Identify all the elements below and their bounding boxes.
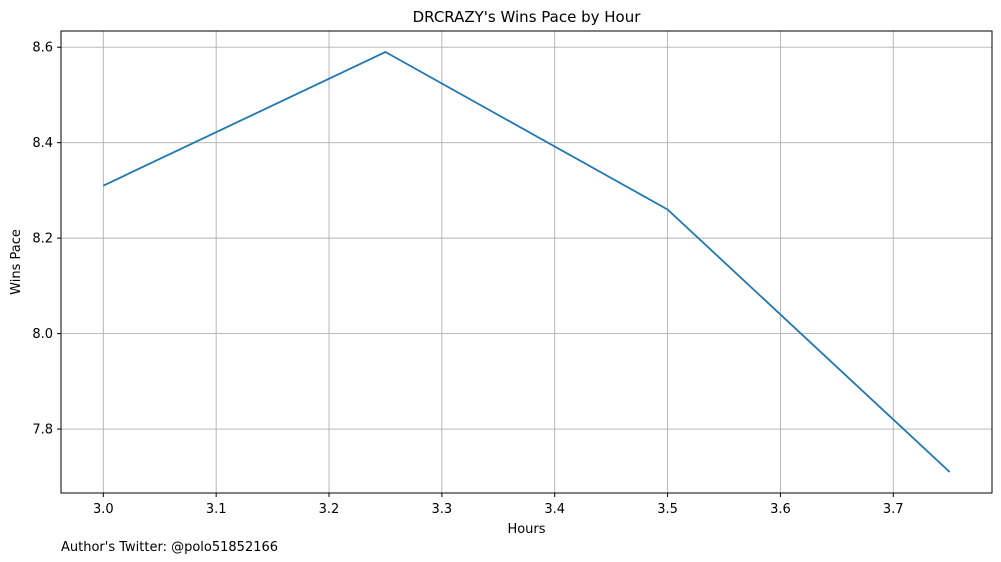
plot-area-frame bbox=[60, 30, 993, 494]
axis-ticks: 3.0 3.1 3.2 3.3 3.4 3.5 3.6 3.7 7.8 8.0 8.2 8.4 8.6 bbox=[32, 41, 903, 517]
x-tick-label: 3.2 bbox=[319, 502, 340, 517]
y-tick-label: 8.0 bbox=[32, 327, 53, 342]
y-tick-label: 8.2 bbox=[32, 232, 53, 247]
x-tick-label: 3.4 bbox=[544, 502, 565, 517]
author-note: Author's Twitter: @polo51852166 bbox=[61, 540, 278, 555]
x-tick-label: 3.7 bbox=[883, 502, 904, 517]
series-layer bbox=[102, 51, 951, 473]
y-tick-label: 8.4 bbox=[32, 136, 53, 151]
x-tick-label: 3.6 bbox=[770, 502, 791, 517]
chart-title: DRCRAZY's Wins Pace by Hour bbox=[413, 8, 642, 26]
y-axis-label: Wins Pace bbox=[9, 229, 24, 295]
x-tick-label: 3.3 bbox=[432, 502, 453, 517]
x-tick-label: 3.5 bbox=[657, 502, 678, 517]
grid bbox=[61, 31, 992, 493]
series-line bbox=[102, 51, 951, 473]
y-tick-label: 8.6 bbox=[32, 41, 53, 56]
x-tick-label: 3.0 bbox=[93, 502, 114, 517]
x-tick-label: 3.1 bbox=[206, 502, 227, 517]
x-axis-label: Hours bbox=[507, 522, 545, 537]
y-tick-label: 7.8 bbox=[32, 423, 53, 438]
